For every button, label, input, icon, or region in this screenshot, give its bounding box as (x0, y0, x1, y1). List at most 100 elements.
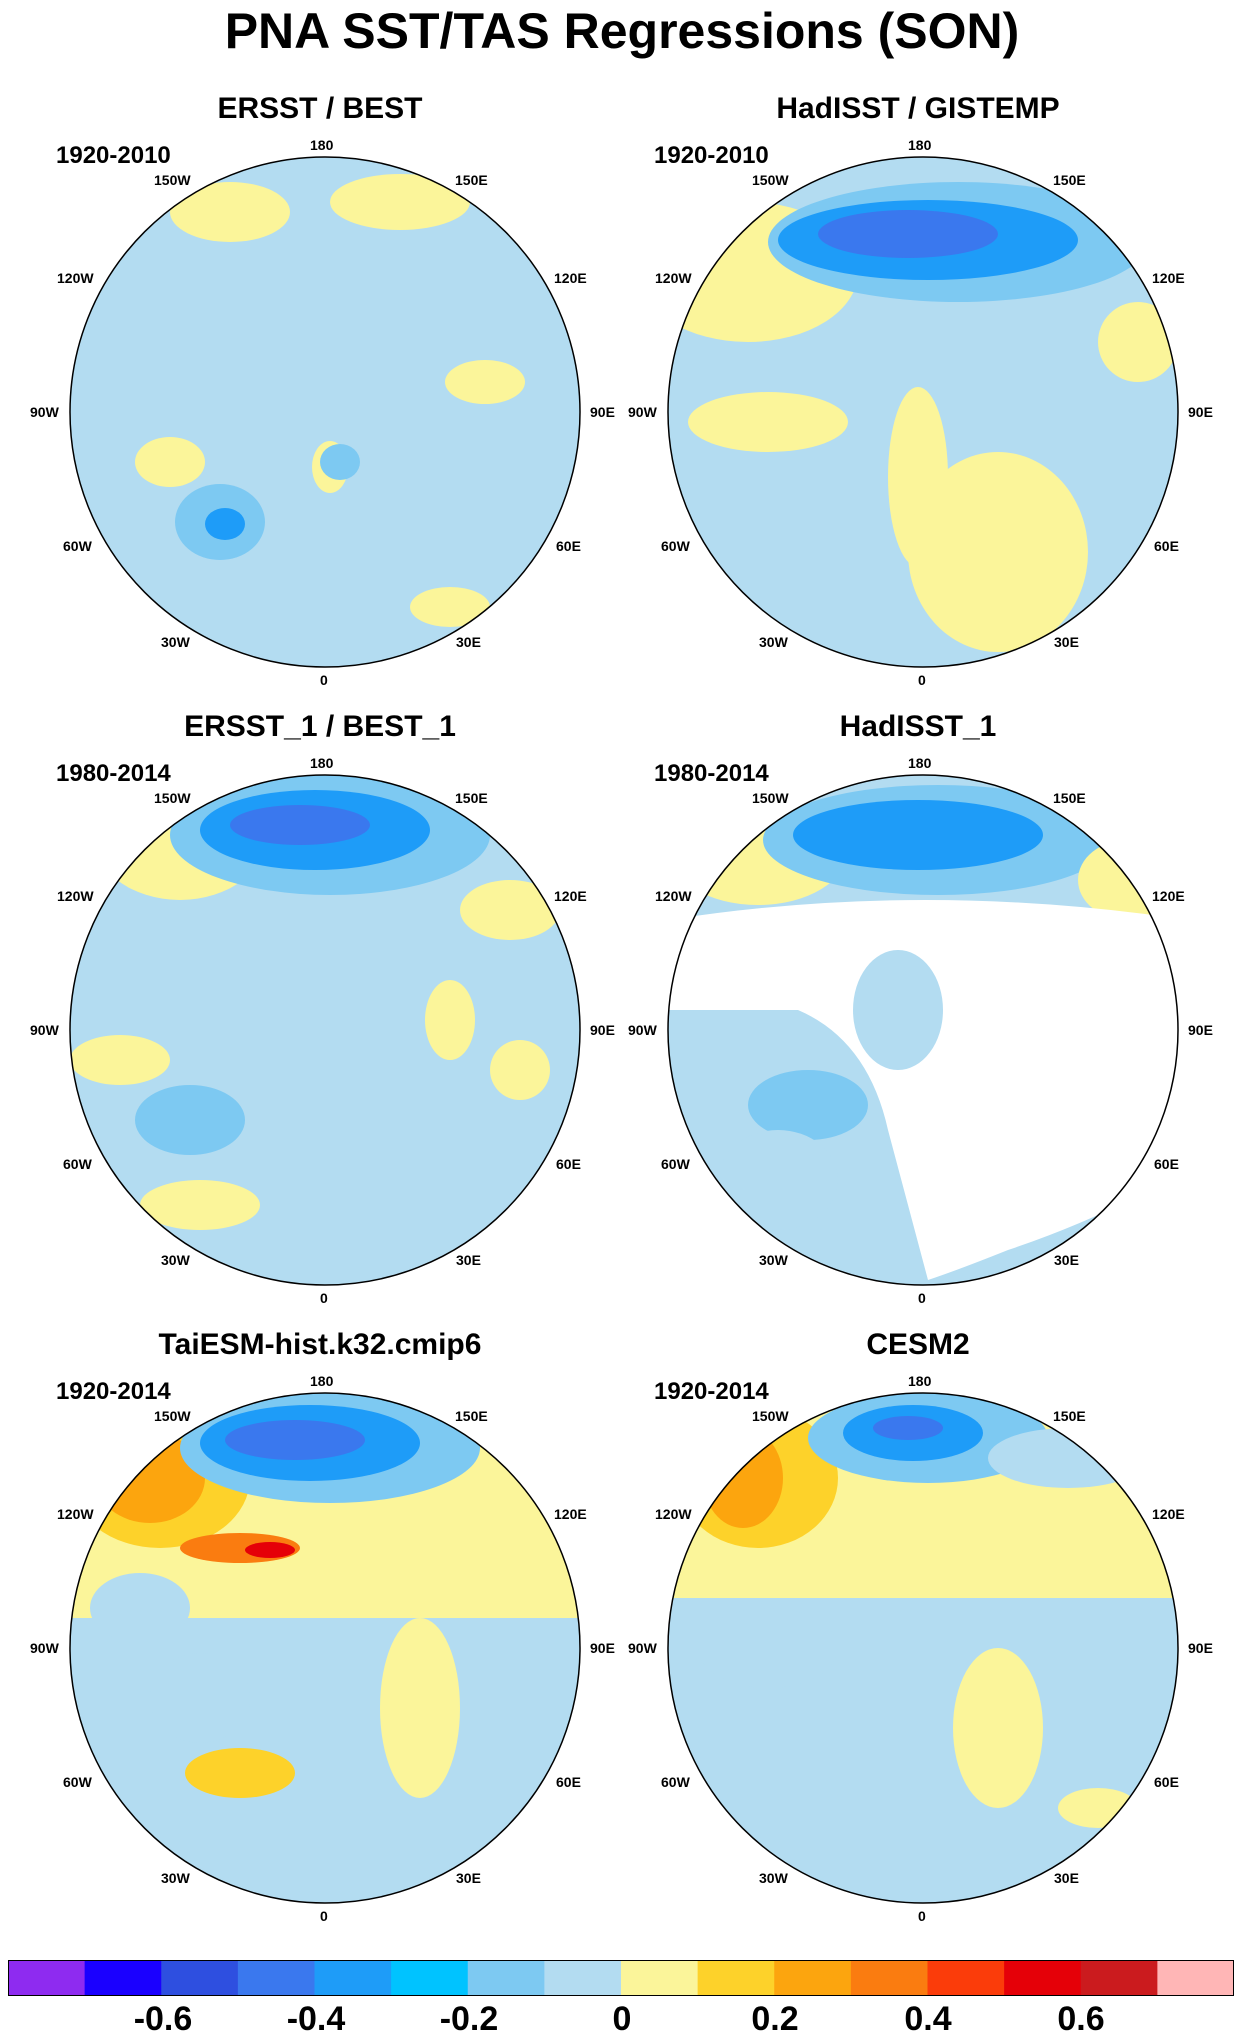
panel-cesm2: CESM2 1920-2014 180 0 90W 90E 150W 150E … (628, 1328, 1213, 1948)
figure-title: PNA SST/TAS Regressions (SON) (224, 3, 1020, 59)
colorbar-label: 0.6 (1057, 2000, 1105, 2038)
polar-map (69, 774, 581, 1286)
colorbar-swatch (314, 1960, 392, 1996)
colorbar-label: 0 (612, 2000, 632, 2038)
lon-label-120w: 120W (57, 270, 94, 286)
colorbar-swatch (467, 1960, 545, 1996)
colorbar-swatch (1004, 1960, 1082, 1996)
lon-label-left: 90W (30, 1022, 59, 1038)
lon-label-30e: 30E (1054, 1252, 1079, 1268)
lon-label-60e: 60E (1154, 1774, 1179, 1790)
polar-map (667, 1392, 1179, 1904)
polar-map (69, 1392, 581, 1904)
lon-label-right: 90E (590, 404, 615, 420)
lon-label-120e: 120E (1152, 270, 1185, 286)
lon-label-60w: 60W (661, 1774, 690, 1790)
lon-label-30e: 30E (456, 1252, 481, 1268)
lon-label-60e: 60E (1154, 1156, 1179, 1172)
lon-label-120w: 120W (655, 270, 692, 286)
colorbar-swatch (927, 1960, 1005, 1996)
panel-period: 1920-2010 (654, 142, 769, 169)
lon-label-60e: 60E (1154, 538, 1179, 554)
polar-map (667, 156, 1179, 668)
panel-period: 1980-2014 (654, 760, 769, 787)
lon-label-30e: 30E (1054, 1870, 1079, 1886)
lon-label-top: 180 (908, 755, 932, 771)
colorbar-label: 0.4 (904, 2000, 952, 2038)
panel-hadisst1: HadISST_1 1980-2014 180 0 90W 90E 150W 1… (628, 710, 1213, 1330)
lon-label-120w: 120W (655, 888, 692, 904)
lon-label-30w: 30W (759, 1870, 788, 1886)
panel-hadisst-gistemp: HadISST / GISTEMP 1920-2010 180 0 90W 90… (628, 92, 1213, 712)
lon-label-right: 90E (590, 1640, 615, 1656)
lon-label-30e: 30E (456, 634, 481, 650)
lon-label-30w: 30W (161, 1870, 190, 1886)
lon-label-60e: 60E (556, 538, 581, 554)
lon-label-top: 180 (908, 1373, 932, 1389)
lon-label-150e: 150E (1053, 1408, 1086, 1424)
colorbar-label: -0.6 (133, 2000, 193, 2038)
panel-period: 1920-2014 (56, 1378, 171, 1405)
lon-label-120w: 120W (655, 1506, 692, 1522)
lon-label-30w: 30W (759, 634, 788, 650)
lon-label-bottom: 0 (320, 1908, 328, 1924)
lon-label-60w: 60W (63, 538, 92, 554)
colorbar-swatch (237, 1960, 316, 1996)
lon-label-150e: 150E (1053, 790, 1086, 806)
lon-label-right: 90E (1188, 1022, 1213, 1038)
panel-period: 1980-2014 (56, 760, 171, 787)
lon-label-bottom: 0 (320, 672, 328, 688)
colorbar-swatch (544, 1960, 622, 1996)
lon-label-120e: 120E (554, 270, 587, 286)
lon-label-right: 90E (590, 1022, 615, 1038)
lon-label-left: 90W (628, 1022, 657, 1038)
lon-label-bottom: 0 (320, 1290, 328, 1306)
lon-label-120e: 120E (554, 888, 587, 904)
lon-label-150e: 150E (455, 790, 488, 806)
colorbar-swatch (391, 1960, 469, 1996)
lon-label-bottom: 0 (918, 672, 926, 688)
colorbar-swatch (697, 1960, 775, 1996)
lon-label-30w: 30W (161, 1252, 190, 1268)
polar-map (667, 774, 1179, 1286)
colorbar-label: -0.4 (286, 2000, 346, 2038)
panel-title: TaiESM-hist.k32.cmip6 (158, 1328, 482, 1361)
colorbar-swatch (1080, 1960, 1158, 1996)
lon-label-left: 90W (628, 404, 657, 420)
lon-label-150w: 150W (752, 1408, 789, 1424)
lon-label-top: 180 (310, 755, 334, 771)
lon-label-150w: 150W (154, 1408, 191, 1424)
lon-label-120e: 120E (554, 1506, 587, 1522)
lon-label-left: 90W (628, 1640, 657, 1656)
lon-label-top: 180 (310, 137, 334, 153)
panel-period: 1920-2010 (56, 142, 171, 169)
panel-ersst-best: ERSST / BEST 1920-2010 180 0 90W 90E 150… (30, 92, 615, 712)
lon-label-60w: 60W (63, 1156, 92, 1172)
lon-label-right: 90E (1188, 404, 1213, 420)
panel-ersst1-best1: ERSST_1 / BEST_1 1980-2014 180 0 90W 90E… (30, 710, 615, 1330)
colorbar-label: 0.2 (751, 2000, 799, 2038)
colorbar-swatch (774, 1960, 852, 1996)
colorbar-swatch (8, 1960, 86, 1996)
lon-label-150w: 150W (154, 172, 191, 188)
lon-label-30w: 30W (759, 1252, 788, 1268)
colorbar-border (8, 1960, 1234, 1996)
colorbar-swatch (621, 1960, 699, 1996)
colorbar-swatch (850, 1960, 929, 1996)
polar-map (69, 156, 581, 668)
lon-label-30w: 30W (161, 634, 190, 650)
colorbar-swatch (84, 1960, 162, 1996)
lon-label-120e: 120E (1152, 1506, 1185, 1522)
colorbar-label: -0.2 (439, 2000, 499, 2038)
panel-taiesm: TaiESM-hist.k32.cmip6 1920-2014 180 0 90… (30, 1328, 615, 1948)
lon-label-left: 90W (30, 404, 59, 420)
lon-label-left: 90W (30, 1640, 59, 1656)
lon-label-120e: 120E (1152, 888, 1185, 904)
colorbar-swatch (161, 1960, 239, 1996)
panel-title: ERSST_1 / BEST_1 (184, 710, 456, 743)
lon-label-150e: 150E (455, 172, 488, 188)
lon-label-150w: 150W (154, 790, 191, 806)
lon-label-top: 180 (908, 137, 932, 153)
lon-label-30e: 30E (1054, 634, 1079, 650)
lon-label-60w: 60W (661, 538, 690, 554)
